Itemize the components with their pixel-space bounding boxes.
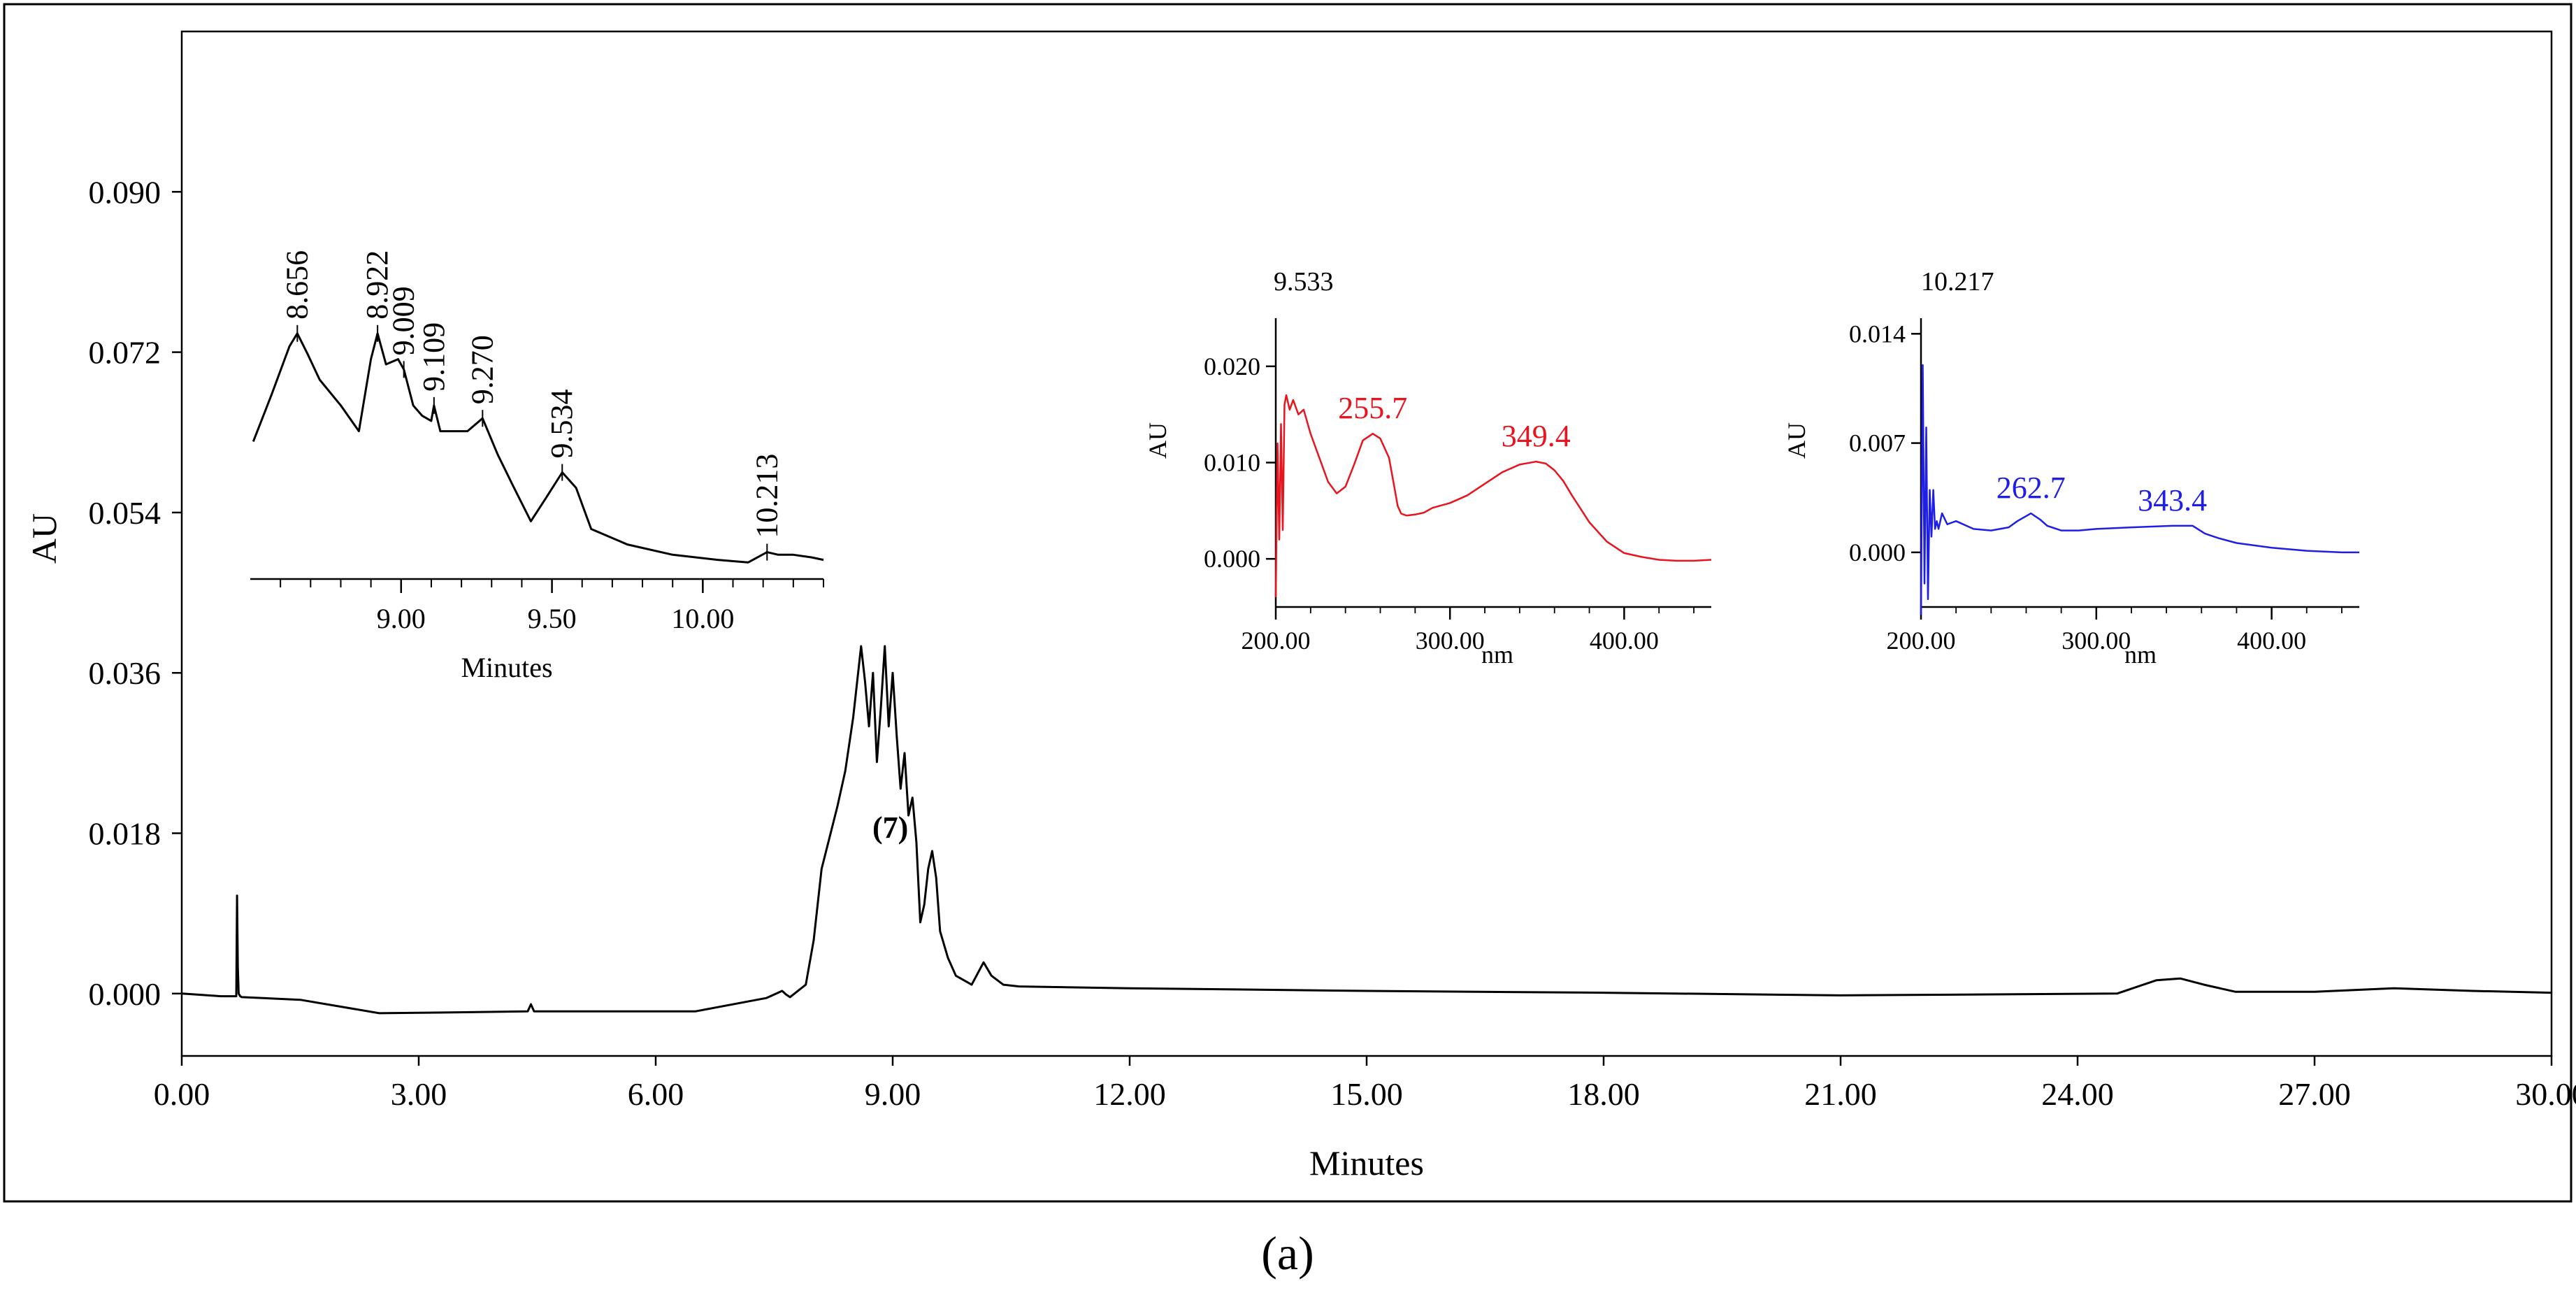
spectrum-blue-x-axis-label: nm — [2124, 641, 2157, 669]
zoom-x-axis-label: Minutes — [461, 652, 552, 683]
spectrum-red-peak-label: 349.4 — [1502, 419, 1571, 453]
main-x-tick-label: 0.00 — [154, 1076, 210, 1112]
zoom-peak-label: 8.922 — [360, 250, 394, 320]
uv-spectrum-red: 9.533 AU nm 200.00 300.00 400.00 0.000 0.010… — [1144, 267, 1712, 669]
zoom-x-tick-label: 9.50 — [528, 603, 577, 634]
spectrum-blue-peak-label: 343.4 — [2138, 483, 2207, 517]
series-line-1-0 — [252, 332, 824, 564]
spectrum-red-retention-time: 9.533 — [1274, 267, 1334, 297]
zoom-peak-label: 9.270 — [465, 335, 499, 404]
figure-caption: (a) — [1261, 1227, 1314, 1280]
zoom-inset-chart: Minutes 9.00 9.50 10.00 8.656 8.9229.0099.10… — [250, 250, 824, 683]
main-chart: AU Minutes (7) 0.00 3.00 6.00 9.00 12.00 15.0… — [24, 30, 2576, 1183]
spectrum-red-x-axis-label: nm — [1481, 641, 1513, 669]
main-x-tick-label: 18.00 — [1567, 1076, 1640, 1112]
spectrum-blue-x-tick-label: 200.00 — [1887, 627, 1956, 655]
main-x-tick-label: 15.00 — [1330, 1076, 1403, 1112]
spectrum-red-y-tick-label: 0.000 — [1204, 545, 1260, 573]
spectrum-blue-x-tick-label: 400.00 — [2237, 627, 2306, 655]
spectrum-blue-y-tick-label: 0.014 — [1849, 320, 1906, 348]
main-y-tick-label: 0.090 — [89, 174, 161, 210]
zoom-x-tick-label: 10.00 — [671, 603, 734, 634]
zoom-peak-label: 8.656 — [280, 250, 314, 320]
spectrum-red-y-tick-label: 0.020 — [1204, 352, 1260, 380]
spectrum-red-peak-label: 255.7 — [1338, 391, 1407, 425]
series-line-0-0 — [181, 645, 2552, 1015]
main-x-tick-label: 30.00 — [2515, 1076, 2576, 1112]
spectrum-blue-y-axis-label: AU — [1783, 422, 1811, 459]
main-y-tick-label: 0.036 — [89, 655, 161, 691]
series-line-2-0 — [1274, 394, 1712, 598]
main-x-tick-label: 24.00 — [2041, 1076, 2114, 1112]
zoom-peak-label: 9.109 — [417, 322, 451, 392]
spectrum-blue-peak-label: 262.7 — [1996, 471, 2066, 505]
main-x-tick-label: 12.00 — [1093, 1076, 1166, 1112]
main-y-tick-label: 0.000 — [89, 976, 161, 1012]
main-x-tick-label: 27.00 — [2278, 1076, 2351, 1112]
spectrum-red-x-tick-label: 400.00 — [1590, 627, 1659, 655]
main-x-tick-label: 3.00 — [391, 1076, 447, 1112]
series-line-3-0 — [1920, 364, 2359, 615]
main-x-tick-label: 21.00 — [1804, 1076, 1877, 1112]
main-x-axis-label: Minutes — [1309, 1143, 1424, 1183]
spectrum-red-x-tick-label: 200.00 — [1242, 627, 1311, 655]
zoom-peak-label: 9.534 — [545, 390, 579, 459]
spectrum-red-x-tick-label: 300.00 — [1416, 627, 1485, 655]
spectrum-red-y-tick-label: 0.010 — [1204, 449, 1260, 477]
zoom-x-tick-label: 9.00 — [377, 603, 426, 634]
main-x-tick-label: 9.00 — [865, 1076, 921, 1112]
main-y-tick-label: 0.054 — [89, 495, 161, 531]
spectrum-blue-x-tick-label: 300.00 — [2061, 627, 2131, 655]
main-y-axis-label: AU — [24, 513, 64, 564]
spectrum-blue-retention-time: 10.217 — [1921, 267, 1994, 297]
uv-spectrum-blue: 10.217 AU nm 200.00 300.00 400.00 0.000 0.00… — [1783, 267, 2359, 669]
main-y-tick-label: 0.018 — [89, 816, 161, 852]
figure-frame — [3, 3, 2573, 1203]
spectrum-blue-y-tick-label: 0.000 — [1849, 538, 1906, 566]
main-y-tick-label: 0.072 — [89, 335, 161, 371]
peak-annotation-7: (7) — [872, 810, 908, 845]
zoom-peak-label: 10.213 — [749, 454, 784, 538]
spectrum-blue-y-tick-label: 0.007 — [1849, 429, 1906, 457]
zoom-peak-label: 9.009 — [387, 286, 421, 355]
spectrum-red-y-axis-label: AU — [1144, 422, 1172, 459]
main-x-tick-label: 6.00 — [628, 1076, 684, 1112]
